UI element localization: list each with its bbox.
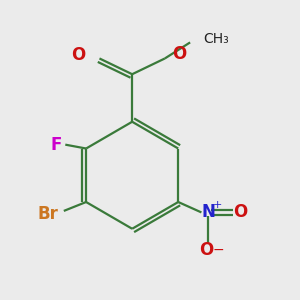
Text: −: −	[212, 243, 224, 257]
Text: O: O	[172, 45, 187, 63]
Text: O: O	[71, 46, 85, 64]
Text: O: O	[233, 203, 247, 221]
Text: Br: Br	[37, 205, 58, 223]
Text: +: +	[213, 200, 223, 210]
Text: N: N	[201, 203, 215, 221]
Text: CH₃: CH₃	[203, 32, 229, 46]
Text: F: F	[51, 136, 62, 154]
Text: O: O	[199, 241, 213, 259]
